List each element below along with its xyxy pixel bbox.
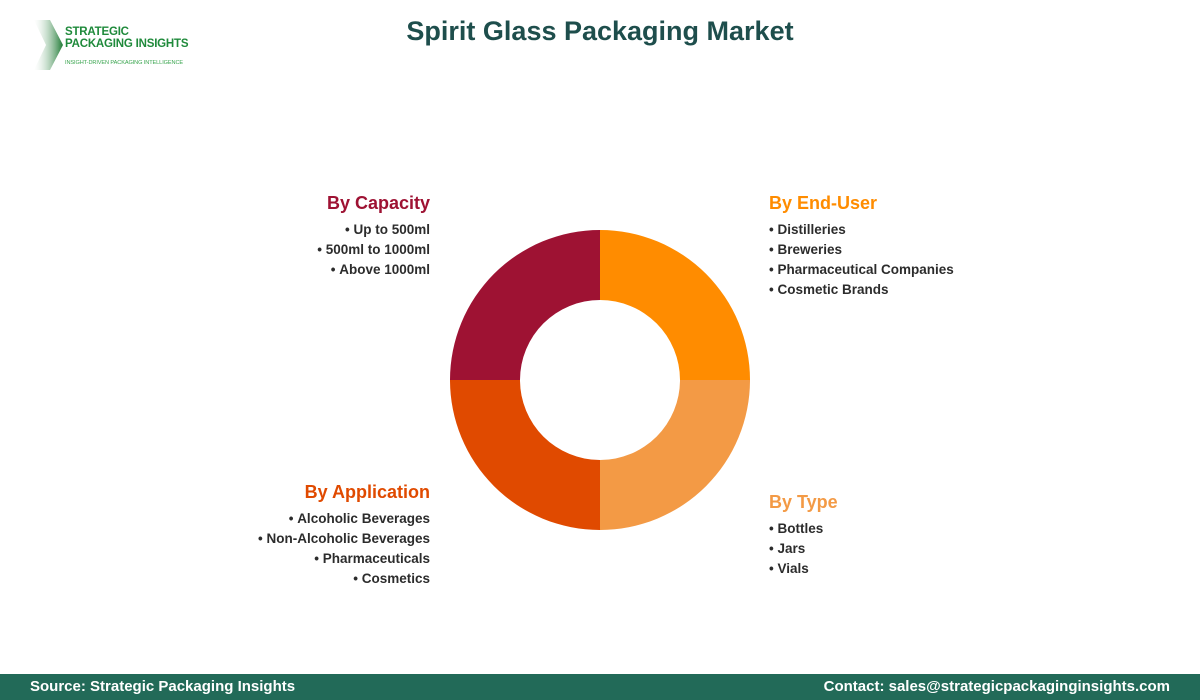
- segment-item: Pharmaceutical Companies: [769, 260, 953, 280]
- donut-chart: [450, 230, 750, 530]
- segment-item: Above 1000ml: [317, 260, 430, 280]
- segment-item: Vials: [769, 559, 838, 579]
- segment-item: Non-Alcoholic Beverages: [258, 529, 430, 549]
- chevron-logo-icon: [34, 20, 63, 70]
- segment-item: Up to 500ml: [317, 220, 430, 240]
- donut-slice-by-application: [450, 380, 600, 530]
- segment-list-end-user: DistilleriesBreweriesPharmaceutical Comp…: [769, 220, 954, 300]
- segment-type: By Type BottlesJarsVials: [769, 492, 838, 579]
- segment-item: Bottles: [769, 519, 838, 539]
- segment-application: By Application Alcoholic BeveragesNon-Al…: [258, 482, 430, 589]
- segment-end-user: By End-User DistilleriesBreweriesPharmac…: [769, 193, 954, 300]
- segment-title-capacity: By Capacity: [326, 193, 430, 213]
- donut-slice-by-capacity: [450, 230, 600, 380]
- segment-list-type: BottlesJarsVials: [769, 519, 838, 579]
- segment-item: Alcoholic Beverages: [258, 509, 430, 529]
- logo-name: STRATEGIC PACKAGING INSIGHTS: [65, 26, 189, 50]
- segment-item: Cosmetics: [258, 569, 430, 589]
- segment-item: Cosmetic Brands: [769, 280, 954, 300]
- donut-slice-by-end-user: [600, 230, 750, 380]
- footer-contact: Contact: sales@strategicpackaginginsight…: [823, 678, 1170, 695]
- segment-title-type: By Type: [769, 492, 838, 512]
- footer-source: Source: Strategic Packaging Insights: [30, 678, 296, 695]
- footer-bar: Source: Strategic Packaging Insights Con…: [0, 674, 1200, 700]
- segment-list-application: Alcoholic BeveragesNon-Alcoholic Beverag…: [258, 509, 430, 589]
- segment-item: Breweries: [769, 240, 954, 260]
- page-title: Spirit Glass Packaging Market: [406, 16, 794, 46]
- segment-title-application: By Application: [304, 482, 430, 502]
- segment-list-capacity: Up to 500ml500ml to 1000mlAbove 1000ml: [317, 220, 430, 280]
- segment-item: Distilleries: [769, 220, 954, 240]
- segment-item: 500ml to 1000ml: [317, 240, 430, 260]
- segment-item: Jars: [769, 539, 838, 559]
- logo-tagline: INSIGHT-DRIVEN PACKAGING INTELLIGENCE: [65, 60, 184, 66]
- segment-title-end-user: By End-User: [769, 193, 878, 213]
- segment-capacity: By Capacity Up to 500ml500ml to 1000mlAb…: [317, 193, 430, 280]
- brand-logo: STRATEGIC PACKAGING INSIGHTS INSIGHT-DRI…: [34, 18, 194, 72]
- donut-slice-by-type: [600, 380, 750, 530]
- segment-item: Pharmaceuticals: [258, 549, 430, 569]
